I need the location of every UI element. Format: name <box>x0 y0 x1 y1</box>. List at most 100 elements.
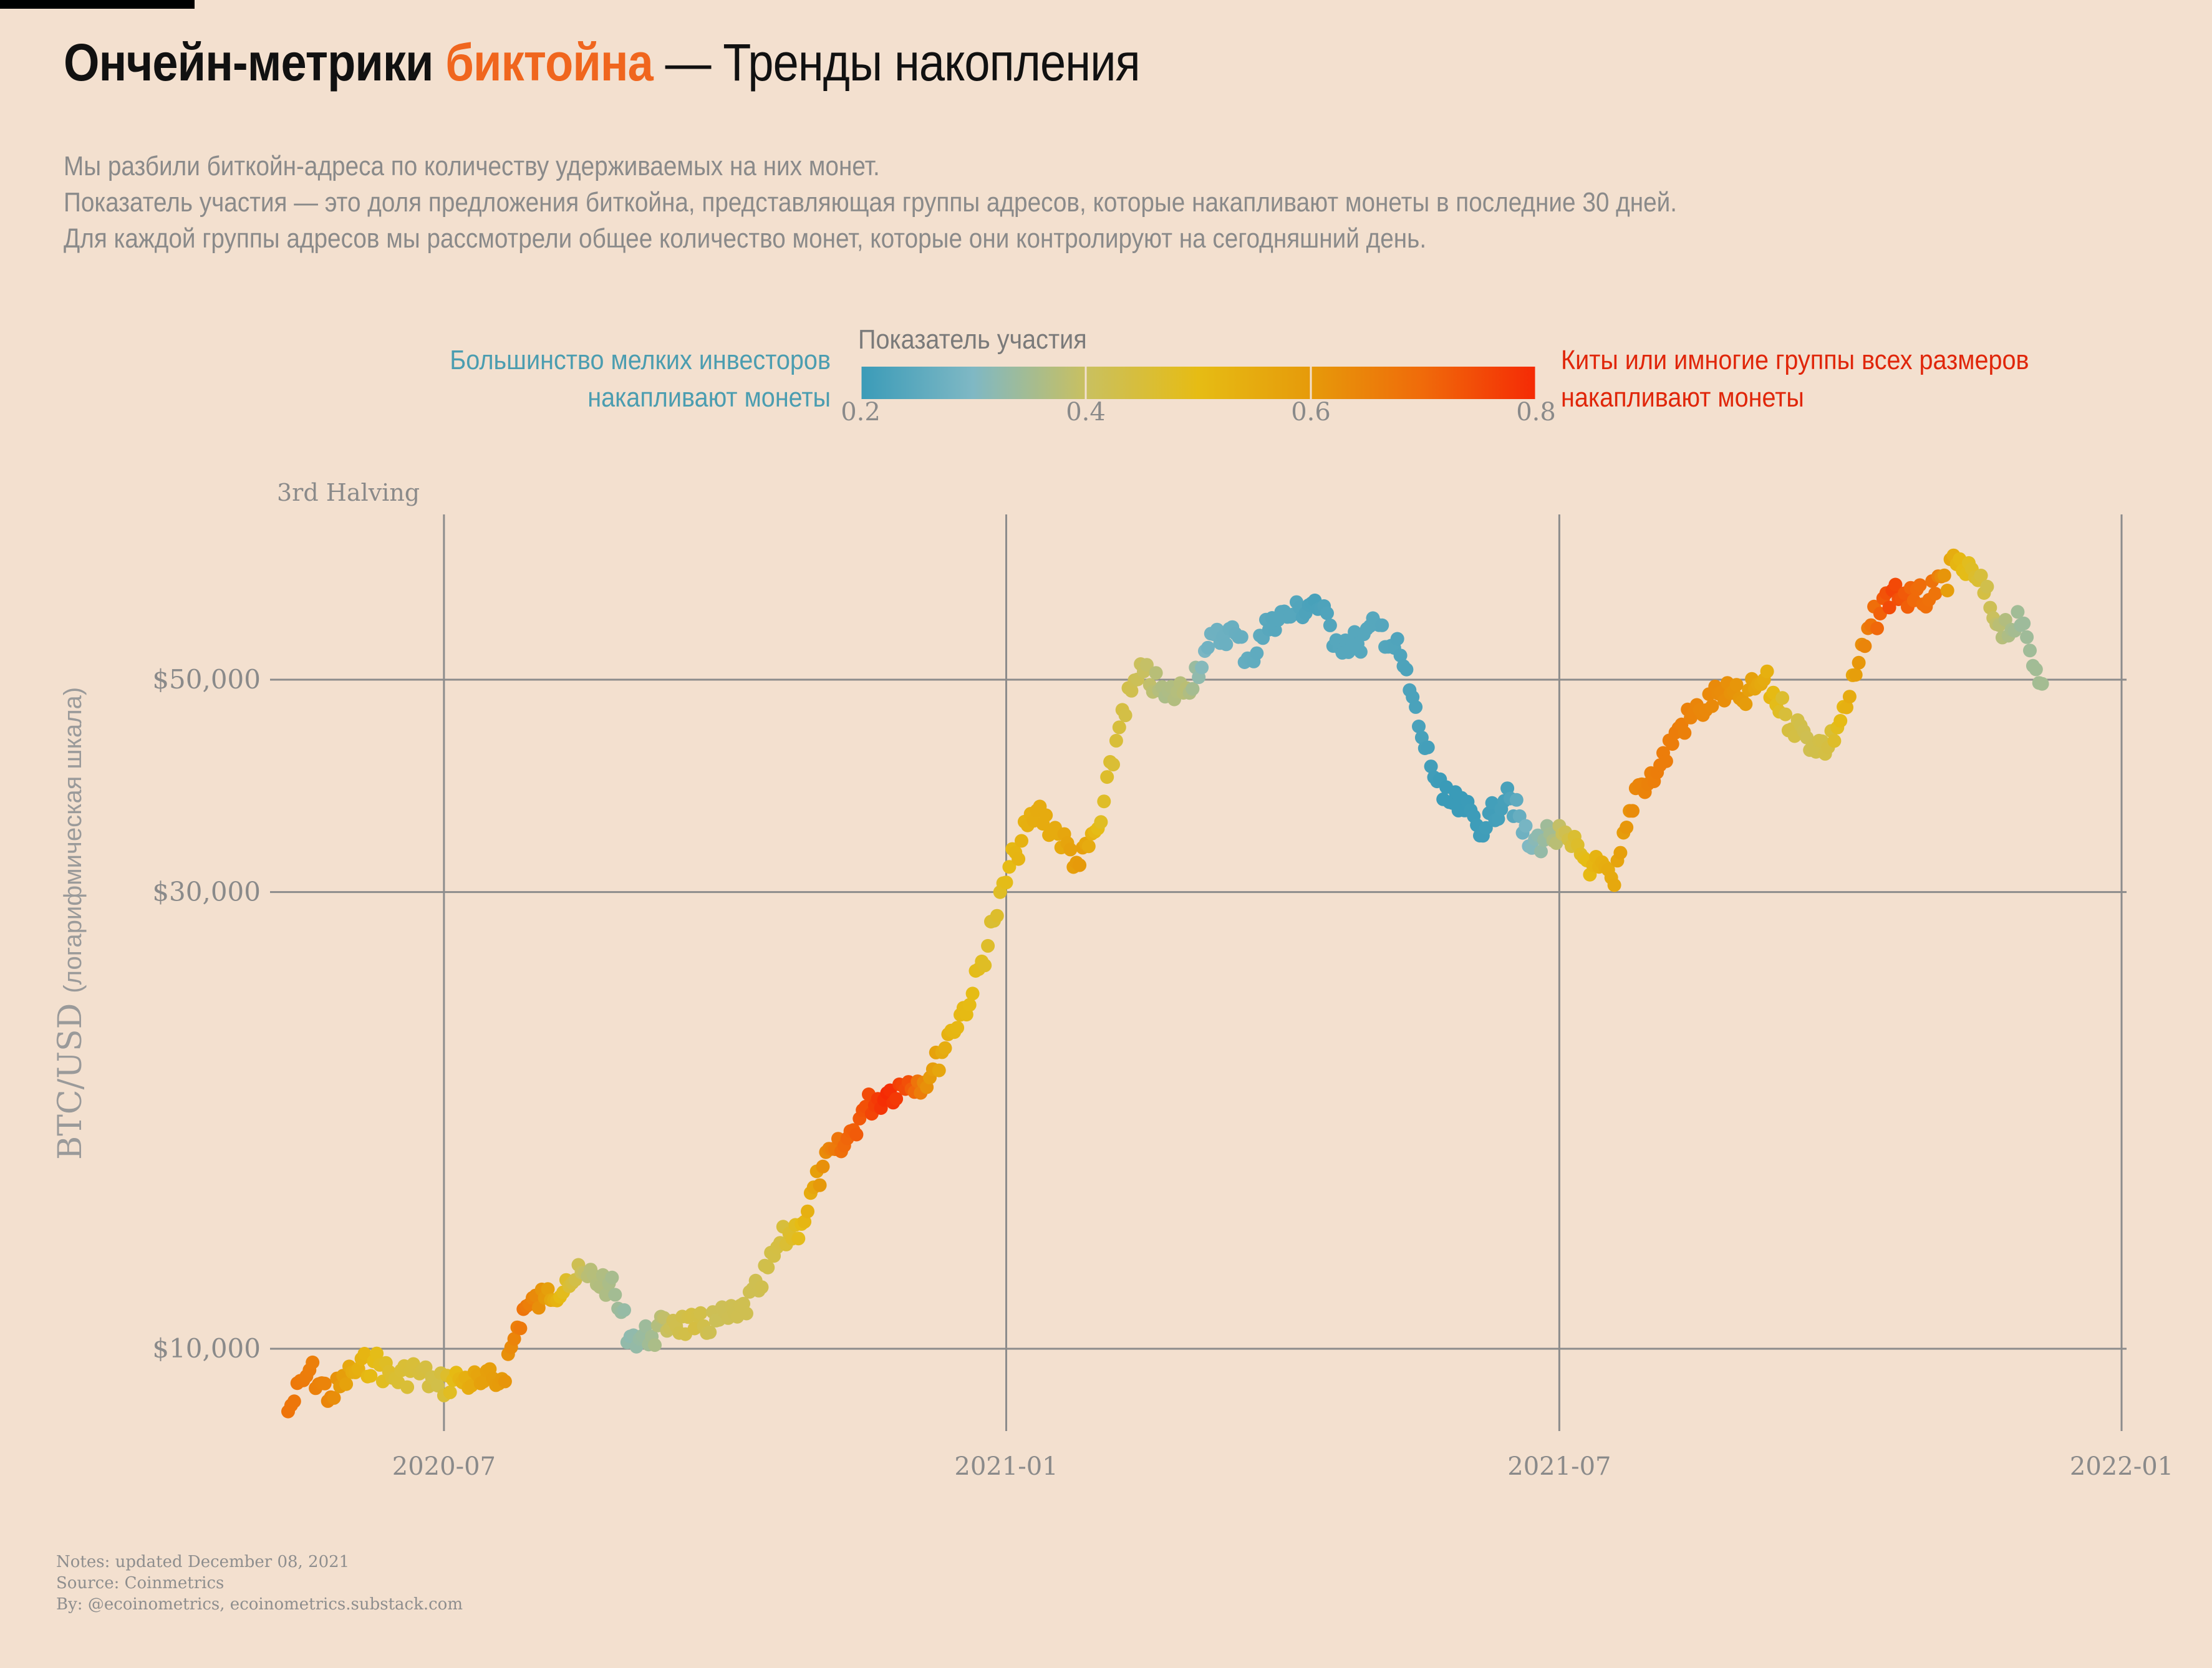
data-point <box>431 1379 445 1393</box>
data-point <box>962 998 977 1012</box>
top-accent-bar <box>0 0 195 9</box>
data-point <box>1775 691 1790 705</box>
y-tick-label: $30,000 <box>152 877 261 907</box>
legend-left-line-1: Большинство мелких инвесторов <box>450 345 831 375</box>
data-point <box>1705 699 1719 713</box>
data-point <box>327 1391 341 1405</box>
legend-title: Показатель участия <box>858 324 1087 355</box>
page-title: Ончейн-метрики биктойна — Тренды накопле… <box>64 32 1141 93</box>
legend-left-line-2: накапливают монеты <box>587 382 831 413</box>
legend-right-line-1: Киты или имногие группы всех размеров <box>1561 345 2029 375</box>
data-point <box>317 1376 332 1391</box>
data-point <box>1063 842 1078 857</box>
description-line-1: Мы разбили биткойн-адреса по количеству … <box>64 151 880 181</box>
x-tick-label: 2022-01 <box>2070 1452 2173 1481</box>
data-point <box>1219 637 1234 652</box>
data-point <box>2020 630 2034 644</box>
data-point <box>1200 640 1215 655</box>
chart-points <box>281 548 2049 1419</box>
y-axis-label-main: BTC/USD <box>52 1003 89 1160</box>
data-point <box>1118 708 1133 723</box>
data-point <box>1620 821 1634 834</box>
data-point <box>1424 759 1438 774</box>
data-point <box>1983 600 1997 615</box>
data-point <box>1097 794 1111 809</box>
data-point <box>703 1325 717 1339</box>
legend-gradient-bar <box>861 367 1536 399</box>
x-tick-label: 2020-07 <box>392 1452 496 1481</box>
title-part-1: Ончейн-метрики <box>64 33 446 92</box>
legend-colorbar: 0.2 0.4 0.6 0.8 <box>841 367 1556 427</box>
legend-tick-label: 0.6 <box>1291 398 1331 427</box>
data-point <box>1928 587 1943 600</box>
data-point <box>938 1041 952 1055</box>
data-point <box>1659 754 1673 768</box>
data-point <box>1409 700 1423 714</box>
data-point <box>1852 655 1866 670</box>
data-point <box>1760 664 1774 678</box>
data-point <box>306 1355 320 1369</box>
data-point <box>1940 584 1954 597</box>
legend-tick-label: 0.4 <box>1066 398 1106 427</box>
data-point <box>1341 645 1356 659</box>
data-point <box>1234 630 1248 644</box>
notes-author: By: @ecoinometrics, ecoinometrics.substa… <box>56 1595 463 1614</box>
data-point <box>693 1306 708 1320</box>
data-point <box>1112 720 1126 735</box>
data-point <box>507 1332 521 1346</box>
data-point <box>1858 639 1872 653</box>
data-point <box>1015 834 1028 848</box>
data-point <box>990 909 1004 923</box>
data-point <box>1106 758 1120 772</box>
data-point <box>1353 645 1368 659</box>
data-point <box>1665 737 1679 751</box>
data-point <box>1195 660 1209 675</box>
y-tick-label: $10,000 <box>152 1333 261 1364</box>
y-axis-label-note: (логарифмическая шкала) <box>59 687 87 993</box>
data-point <box>1974 569 1988 582</box>
data-point <box>1002 860 1017 874</box>
notes-source: Source: Coinmetrics <box>56 1574 225 1593</box>
data-point <box>648 1338 662 1352</box>
data-point <box>1320 606 1334 620</box>
notes-updated: Notes: updated December 08, 2021 <box>56 1553 350 1571</box>
data-point <box>2017 616 2031 630</box>
data-point <box>1888 577 1903 592</box>
data-point <box>1081 839 1096 854</box>
data-point <box>418 1360 433 1374</box>
title-part-2: биктойна <box>445 33 654 92</box>
data-point <box>889 1092 904 1106</box>
data-point <box>1534 844 1548 859</box>
data-point <box>2023 644 2037 658</box>
data-point <box>1998 613 2012 627</box>
data-point <box>370 1346 384 1361</box>
data-point <box>965 986 980 1001</box>
data-point <box>1848 668 1863 682</box>
description: Мы разбили биткойн-адреса по количеству … <box>64 148 1677 257</box>
data-point <box>400 1380 415 1394</box>
data-point <box>1414 730 1429 745</box>
data-point <box>1840 700 1853 715</box>
data-point <box>2035 677 2049 691</box>
data-point <box>608 1288 622 1302</box>
data-point <box>1421 740 1435 754</box>
legend-left-label: Большинство мелких инвесторов накапливаю… <box>438 342 831 417</box>
description-line-2: Показатель участия — это доля предложени… <box>64 187 1678 218</box>
data-point <box>849 1127 864 1142</box>
description-line-3: Для каждой группы адресов мы рассмотрели… <box>64 223 1427 254</box>
chart-axes: 2020-07 2021-01 2021-07 2022-01 $10,000 $30,0… <box>52 479 2173 1481</box>
data-point <box>1412 720 1426 733</box>
data-point <box>801 1204 814 1218</box>
data-point <box>1390 632 1404 646</box>
data-point <box>798 1215 812 1229</box>
data-point <box>1980 579 1994 594</box>
data-point <box>755 1280 769 1294</box>
data-point <box>1870 621 1884 635</box>
notes: Notes: updated December 08, 2021 Source:… <box>56 1551 463 1615</box>
data-point <box>1039 808 1053 822</box>
data-point <box>1012 852 1026 866</box>
data-point <box>1833 714 1848 728</box>
data-point <box>1739 697 1753 711</box>
data-point <box>1186 682 1200 696</box>
